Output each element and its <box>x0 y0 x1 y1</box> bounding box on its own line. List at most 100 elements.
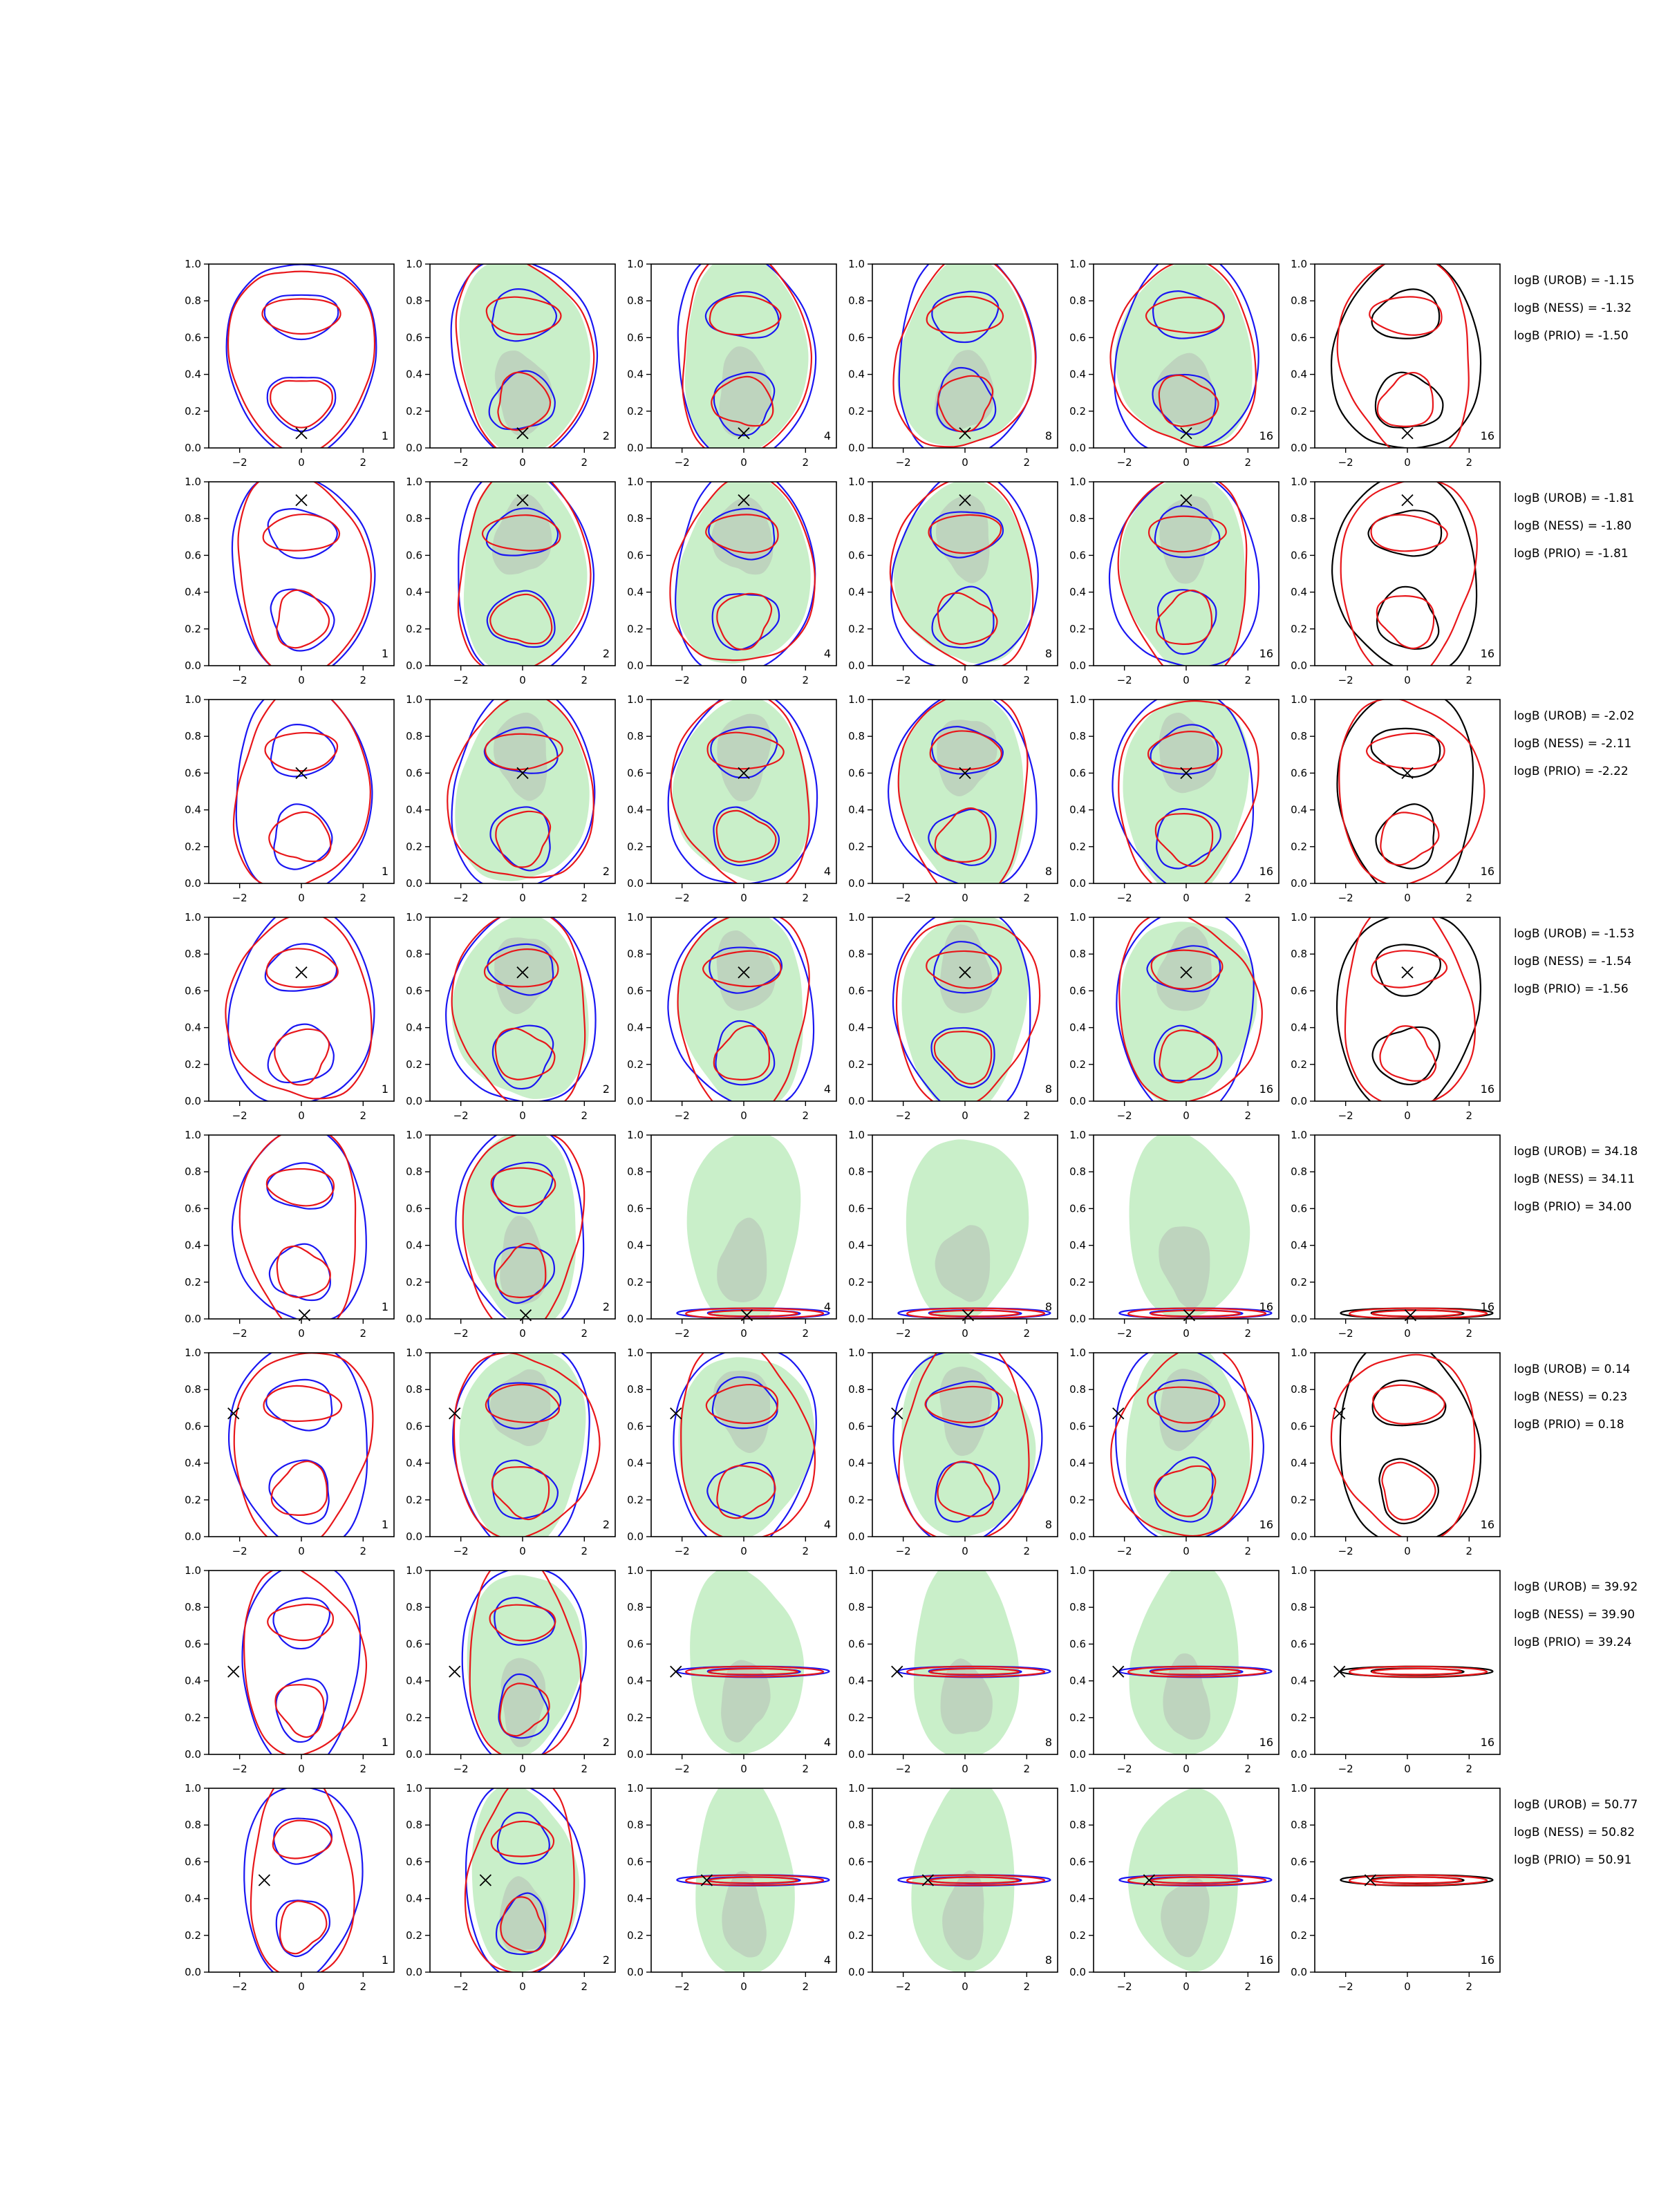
x-tick-label: 2 <box>360 674 367 686</box>
x-tick-label: −2 <box>453 1545 469 1557</box>
contour-line <box>491 288 558 342</box>
y-tick-label: 0.4 <box>1291 1675 1307 1687</box>
y-tick-label: 0.0 <box>1069 1095 1086 1107</box>
x-tick-label: 0 <box>740 1763 747 1775</box>
x-tick-label: 0 <box>298 1763 305 1775</box>
contour-line <box>266 377 337 432</box>
x-tick-label: −2 <box>896 892 911 904</box>
contour-line <box>1331 482 1478 666</box>
contour-line <box>1371 1667 1462 1676</box>
contour-line <box>1150 1309 1241 1318</box>
contour-line <box>1118 917 1263 1101</box>
density-core <box>935 350 995 431</box>
contour-line <box>924 1385 1004 1424</box>
x-tick-label: 0 <box>298 1327 305 1340</box>
panel-r4-c2: −2 0 2 0.0 0.2 0.4 0.6 0.8 1.0 2 <box>406 911 616 1122</box>
x-tick-label: −2 <box>675 1980 690 1993</box>
contour-line <box>705 1383 779 1424</box>
axes-frame <box>1314 263 1501 449</box>
x-tick-label: −2 <box>1117 1109 1132 1122</box>
panel-count-label: 2 <box>603 1736 610 1749</box>
y-tick-label: 0.6 <box>185 1202 201 1215</box>
panel-count-label: 1 <box>382 429 388 442</box>
y-tick-label: 0.4 <box>185 1239 201 1252</box>
logb-urob-row-2: logB (UROB) = -1.81 <box>1514 491 1635 505</box>
panel-count-label: 16 <box>1481 647 1494 660</box>
axes-frame <box>208 917 395 1102</box>
plot-area <box>677 264 817 448</box>
true-value-marker <box>959 494 971 507</box>
contour-line <box>906 1307 1046 1319</box>
panel-count-label: 2 <box>603 647 610 660</box>
logb-ness-row-6: logB (NESS) = 0.23 <box>1514 1390 1628 1404</box>
contour-line <box>711 375 774 427</box>
true-value-marker <box>738 966 750 979</box>
y-tick-label: 0.6 <box>848 331 865 344</box>
contour-line <box>225 917 373 1100</box>
y-tick-label: 0.2 <box>848 1058 865 1071</box>
contour-line <box>1159 1029 1219 1084</box>
panel-count-label: 16 <box>1481 1953 1494 1967</box>
y-tick-label: 0.2 <box>1069 1929 1086 1942</box>
plot-area <box>452 1353 601 1537</box>
y-tick-label: 0.2 <box>848 1929 865 1942</box>
y-tick-label: 0.8 <box>1069 1819 1086 1831</box>
plot-area <box>667 917 815 1101</box>
contour-line <box>931 290 1000 344</box>
panel-r1-c1: −2 0 2 0.0 0.2 0.4 0.6 0.8 1.0 1 <box>185 258 395 469</box>
x-tick-label: −2 <box>1117 1763 1132 1775</box>
y-tick-label: 0.0 <box>1291 1530 1307 1543</box>
contour-line <box>1376 371 1434 428</box>
x-tick-label: 0 <box>519 1109 526 1122</box>
y-tick-label: 0.2 <box>627 405 644 418</box>
y-tick-label: 0.4 <box>1291 1457 1307 1470</box>
x-tick-label: −2 <box>896 456 911 469</box>
panel-count-label: 2 <box>603 429 610 442</box>
contour-line <box>457 482 592 666</box>
x-tick-label: 2 <box>1245 1980 1252 1993</box>
plot-area <box>1335 917 1481 1101</box>
contour-line <box>267 1603 335 1642</box>
contour-line <box>934 1461 1000 1523</box>
x-tick-label: 2 <box>1024 1109 1031 1122</box>
true-value-marker <box>1183 1309 1196 1322</box>
y-tick-label: 0.4 <box>1291 368 1307 381</box>
y-tick-label: 0.0 <box>1291 659 1307 672</box>
contour-line <box>685 1874 825 1886</box>
contour-line <box>1371 1309 1462 1318</box>
contour-line <box>710 726 778 779</box>
panel-count-label: 8 <box>1045 1300 1052 1313</box>
y-tick-label: 0.6 <box>848 1420 865 1432</box>
panel-r6-c2: −2 0 2 0.0 0.2 0.4 0.6 0.8 1.0 2 <box>406 1347 616 1557</box>
contour-line <box>272 1597 331 1650</box>
y-tick-label: 0.6 <box>1291 767 1307 779</box>
true-value-marker <box>891 1407 903 1420</box>
x-tick-label: 2 <box>1466 1327 1473 1340</box>
y-tick-label: 0.2 <box>627 841 644 853</box>
contour-line <box>677 917 810 1101</box>
panel-count-label: 8 <box>1045 1082 1052 1096</box>
x-tick-label: 2 <box>581 1109 588 1122</box>
contour-line <box>462 1135 585 1319</box>
contour-line <box>906 1665 1046 1678</box>
contour-line <box>1372 1384 1445 1425</box>
y-tick-label: 0.2 <box>1291 623 1307 635</box>
plot-area <box>1118 1571 1273 1754</box>
x-tick-label: 2 <box>360 1980 367 1993</box>
y-tick-label: 0.2 <box>1069 1494 1086 1506</box>
contour-line <box>464 1788 575 1972</box>
contour-line <box>1147 1386 1226 1424</box>
y-tick-label: 0.2 <box>627 1929 644 1942</box>
y-tick-label: 1.0 <box>1069 1347 1086 1359</box>
contour-line <box>497 371 552 431</box>
plot-area <box>243 1788 364 1972</box>
y-tick-label: 0.6 <box>406 331 422 344</box>
x-tick-label: −2 <box>453 1327 469 1340</box>
y-tick-label: 0.6 <box>627 1855 644 1868</box>
contour-line <box>231 482 376 666</box>
x-tick-label: −2 <box>453 892 469 904</box>
plot-area <box>464 1788 585 1972</box>
y-tick-label: 0.0 <box>1291 877 1307 890</box>
y-tick-label: 0.6 <box>627 984 644 997</box>
x-tick-label: 0 <box>740 456 747 469</box>
